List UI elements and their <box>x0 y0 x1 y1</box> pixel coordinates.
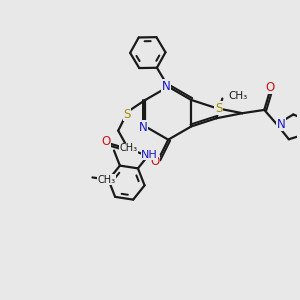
Text: N: N <box>139 121 148 134</box>
Text: N: N <box>277 118 286 131</box>
Text: CH₃: CH₃ <box>229 91 248 101</box>
Text: O: O <box>101 135 110 148</box>
Text: CH₃: CH₃ <box>98 175 116 185</box>
Text: S: S <box>123 108 131 121</box>
Text: O: O <box>150 155 160 168</box>
Text: N: N <box>162 80 171 93</box>
Text: O: O <box>266 81 275 94</box>
Text: CH₃: CH₃ <box>119 143 137 153</box>
Text: S: S <box>215 102 222 115</box>
Text: NH: NH <box>141 149 158 160</box>
